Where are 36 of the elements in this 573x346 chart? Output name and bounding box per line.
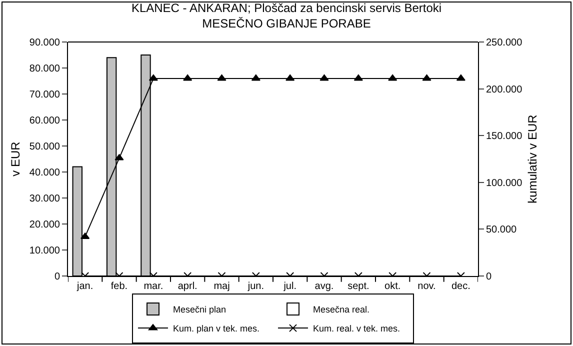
x-tick-label: jul. [282, 281, 296, 292]
y2-tick-label: 0 [486, 272, 492, 282]
y2-axis-title: kumulativ v EUR [525, 114, 540, 204]
chart-subtitle: MESEČNO GIBANJE PORABE [202, 16, 371, 31]
y-tick-label: 0 [54, 272, 60, 282]
legend-label: Kum. real. v tek. mes. [313, 324, 400, 334]
y-tick-label: 90.000 [29, 38, 60, 48]
y-tick-label: 50.000 [29, 142, 60, 152]
x-tick-label: avg. [314, 281, 334, 292]
legend-label: Mesečna real. [313, 304, 370, 315]
chart-title: KLANEC - ANKARAN; Ploščad za bencinski servis Bertoki [131, 1, 442, 16]
legend-label: Mesečni plan [173, 304, 226, 315]
y2-tick-label: 250.000 [486, 38, 523, 48]
x-tick-label: jun. [246, 281, 264, 292]
x-tick-label: maj [214, 281, 230, 292]
y-tick-label: 20.000 [29, 220, 60, 230]
x-tick-label: dec. [451, 281, 470, 292]
x-tick-label: nov. [418, 281, 436, 292]
x-tick-label: jan. [76, 281, 94, 292]
legend-label: Kum. plan v tek. mes. [173, 324, 260, 334]
x-tick-label: sept. [348, 281, 370, 292]
y-tick-label: 60.000 [29, 116, 60, 126]
x-tick-label: okt. [384, 281, 401, 292]
x-tick-label: feb. [110, 281, 128, 292]
y-tick-label: 80.000 [29, 64, 60, 74]
y-tick-label: 10.000 [29, 246, 60, 256]
y2-tick-label: 50.000 [486, 224, 518, 236]
y-tick-label: 40.000 [29, 168, 60, 178]
y2-tick-label: 200.000 [486, 84, 523, 96]
y2-tick-label: 150.000 [486, 131, 523, 142]
y-tick-label: 70.000 [29, 90, 60, 100]
x-tick-label: mar. [144, 281, 164, 292]
y-axis-title: v EUR [8, 141, 23, 176]
x-tick-label: aprl. [178, 281, 198, 292]
y-tick-label: 30.000 [29, 194, 60, 204]
y2-tick-label: 100.000 [486, 178, 523, 189]
